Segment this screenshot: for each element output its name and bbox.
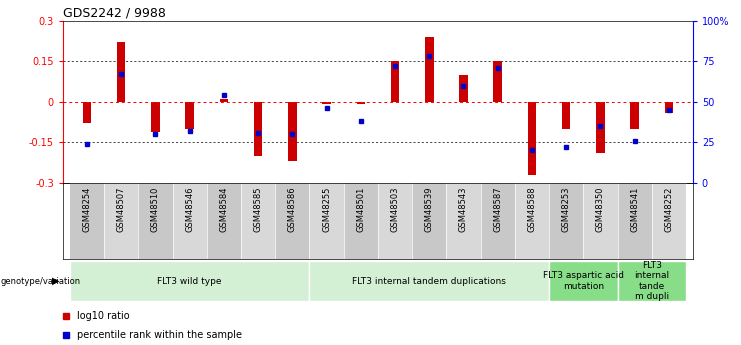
Text: ▶: ▶ [52, 276, 59, 286]
Text: FLT3
internal
tande
m dupli: FLT3 internal tande m dupli [634, 261, 669, 301]
Bar [596, 102, 605, 153]
Bar [310, 183, 344, 259]
Bar [481, 183, 515, 259]
Bar [583, 183, 617, 259]
Bar [549, 261, 617, 302]
Bar [288, 102, 296, 161]
Text: log10 ratio: log10 ratio [77, 311, 130, 321]
Text: percentile rank within the sample: percentile rank within the sample [77, 330, 242, 339]
Bar [652, 183, 686, 259]
Bar [665, 102, 673, 112]
Text: GDS2242 / 9988: GDS2242 / 9988 [63, 7, 166, 20]
Text: GSM48507: GSM48507 [116, 187, 126, 232]
Bar [219, 99, 228, 102]
Text: GSM48541: GSM48541 [630, 187, 639, 232]
Bar [275, 183, 310, 259]
Bar [425, 37, 433, 102]
Bar [631, 102, 639, 129]
Text: GSM48539: GSM48539 [425, 187, 433, 232]
Bar [254, 102, 262, 156]
Bar [617, 261, 686, 302]
Text: GSM48503: GSM48503 [391, 187, 399, 232]
Bar [528, 102, 536, 175]
Text: GSM48253: GSM48253 [562, 187, 571, 232]
Text: GSM48254: GSM48254 [82, 187, 91, 232]
Bar [104, 183, 139, 259]
Bar [378, 183, 412, 259]
Bar [356, 102, 365, 105]
Text: GSM48584: GSM48584 [219, 187, 228, 232]
Bar [185, 102, 194, 129]
Bar [459, 75, 468, 102]
Bar [344, 183, 378, 259]
Text: GSM48546: GSM48546 [185, 187, 194, 232]
Text: GSM48587: GSM48587 [494, 187, 502, 232]
Text: GSM48585: GSM48585 [253, 187, 262, 232]
Text: genotype/variation: genotype/variation [1, 277, 81, 286]
Text: GSM48510: GSM48510 [151, 187, 160, 232]
Text: FLT3 internal tandem duplications: FLT3 internal tandem duplications [352, 277, 506, 286]
Bar [151, 102, 160, 131]
Bar [139, 183, 173, 259]
Bar [173, 183, 207, 259]
Bar [310, 261, 549, 302]
Bar [70, 261, 310, 302]
Bar [207, 183, 241, 259]
Bar [412, 183, 446, 259]
Text: GSM48543: GSM48543 [459, 187, 468, 232]
Text: GSM48350: GSM48350 [596, 187, 605, 232]
Bar [494, 61, 502, 102]
Bar [515, 183, 549, 259]
Bar [446, 183, 481, 259]
Bar [70, 183, 104, 259]
Bar [562, 102, 571, 129]
Text: GSM48501: GSM48501 [356, 187, 365, 232]
Text: GSM48255: GSM48255 [322, 187, 331, 232]
Bar [117, 42, 125, 102]
Bar [241, 183, 275, 259]
Text: FLT3 wild type: FLT3 wild type [157, 277, 222, 286]
Bar [322, 102, 330, 105]
Bar [617, 183, 652, 259]
Text: GSM48252: GSM48252 [665, 187, 674, 232]
Text: GSM48588: GSM48588 [528, 187, 536, 232]
Text: GSM48586: GSM48586 [288, 187, 297, 232]
Text: FLT3 aspartic acid
mutation: FLT3 aspartic acid mutation [543, 272, 624, 291]
Bar [391, 61, 399, 102]
Bar [549, 183, 583, 259]
Bar [83, 102, 91, 124]
